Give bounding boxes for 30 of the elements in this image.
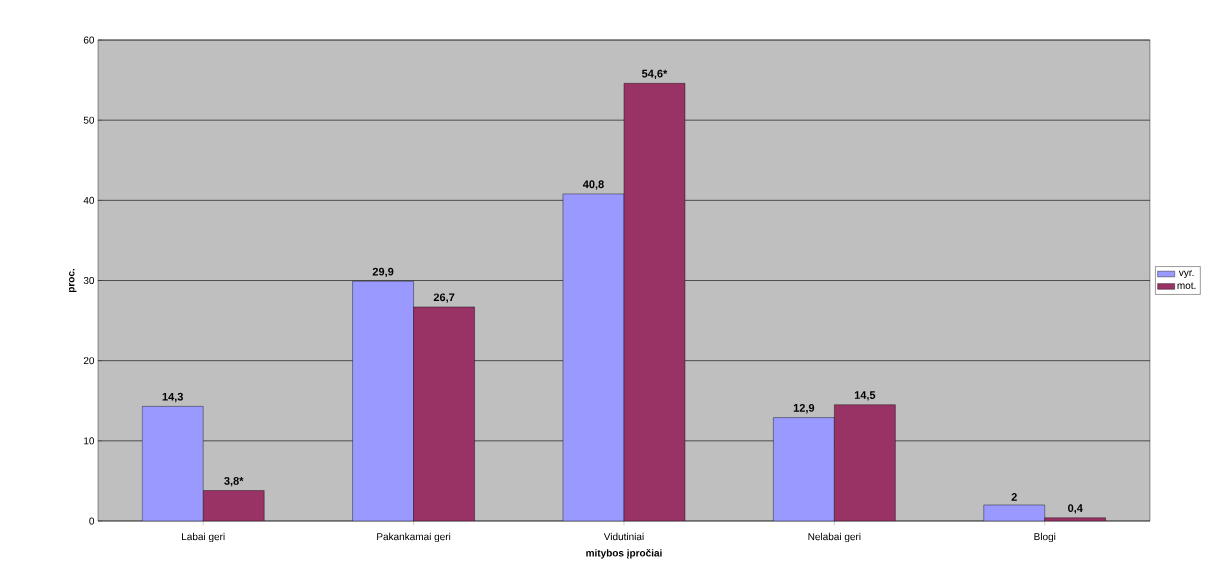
data-label: 26,7 [433,293,455,303]
x-tick-label: Nelabai geri [808,532,861,543]
y-tick-label: 40 [83,196,95,204]
legend-label: vyr. [1178,270,1194,279]
y-tick-label: 60 [83,36,95,44]
y-tick-label: 20 [83,357,95,365]
bar [773,417,835,521]
x-axis-title: mitybos įpročiai [586,548,662,559]
data-label: 29,9 [372,267,394,278]
y-tick-label: 0 [89,517,95,525]
x-tick-label: Blogi [1034,532,1056,543]
data-label: 54,6* [641,69,668,80]
data-label: 2 [1011,493,1017,501]
y-axis-title: proc. [69,268,77,293]
x-tick-label: Labai geri [182,532,225,543]
data-label: 40,8 [582,180,604,190]
y-tick-label: 50 [83,116,95,124]
data-label: 0,4 [1068,504,1083,514]
data-label: 14,5 [854,391,876,401]
data-label: 3,8* [224,476,244,487]
x-tick-label: Vidutiniai [603,532,644,541]
bar [562,193,625,521]
y-tick-label: 10 [84,437,95,445]
y-tick-label: 30 [83,276,95,285]
data-label: 14,3 [162,392,184,403]
data-label: 12,9 [793,404,815,414]
x-tick-label: Pakankamai geri [377,532,451,543]
bar [352,281,414,521]
legend-label: mot. [1177,282,1196,290]
bar [142,406,204,521]
